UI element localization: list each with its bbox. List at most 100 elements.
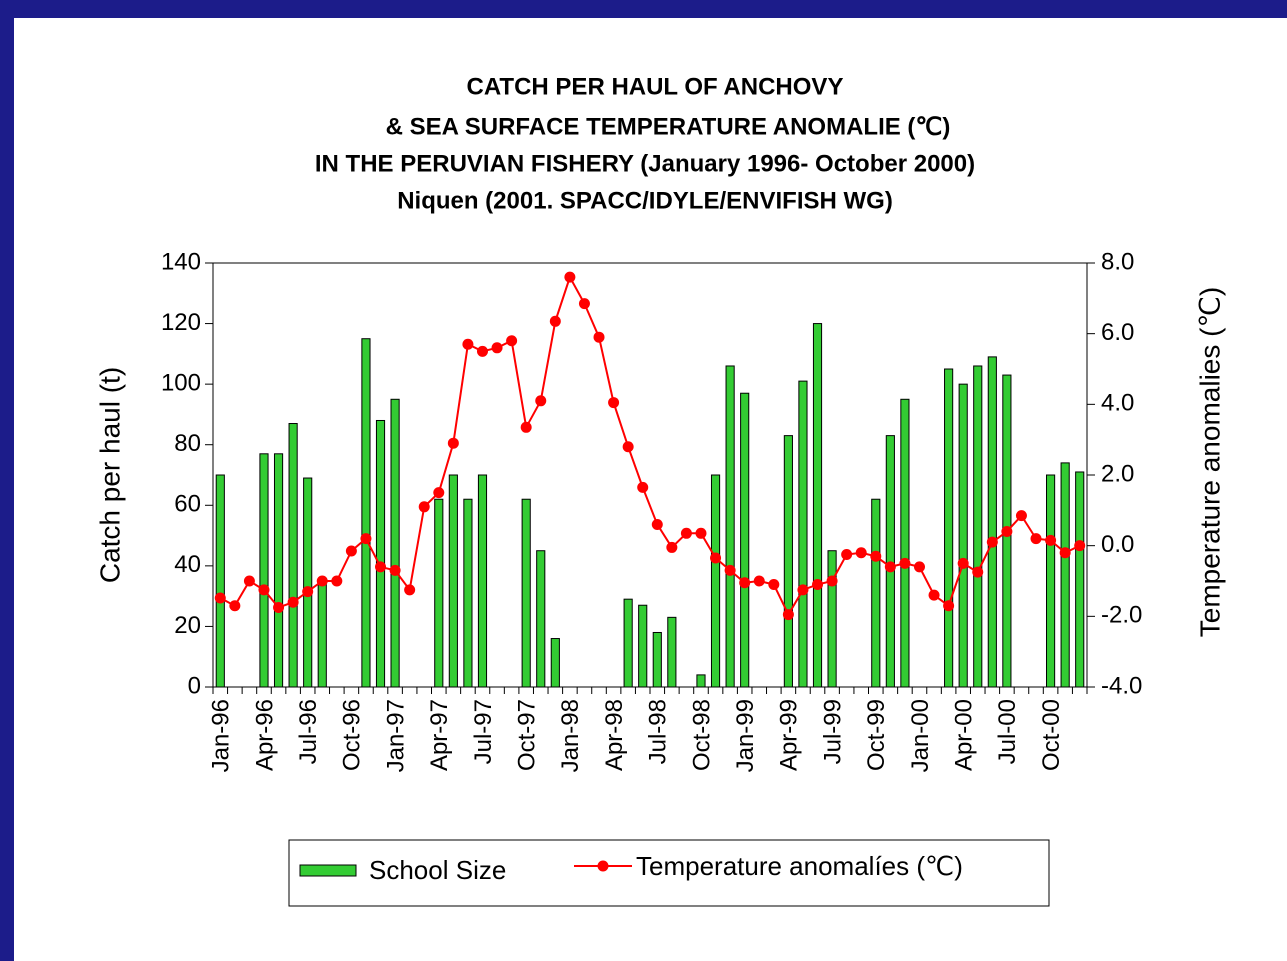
line-point bbox=[1074, 540, 1086, 552]
bar bbox=[652, 631, 662, 688]
legend-swatch bbox=[299, 864, 357, 877]
bar bbox=[1075, 471, 1085, 688]
line-point bbox=[724, 564, 736, 576]
line-point bbox=[447, 437, 459, 449]
line-point bbox=[1001, 526, 1013, 538]
x-tick-label: Oct-97 bbox=[514, 699, 541, 771]
line-point bbox=[360, 533, 372, 545]
y-tick-label: 100 bbox=[161, 369, 201, 396]
bar bbox=[463, 498, 473, 688]
legend-marker bbox=[597, 860, 609, 872]
bar bbox=[1060, 462, 1070, 688]
chart-title: Niquen (2001. SPACC/IDYLE/ENVIFISH WG) bbox=[397, 187, 893, 214]
bar bbox=[783, 435, 793, 688]
y2-tick-label: 2.0 bbox=[1101, 460, 1134, 487]
line-point bbox=[666, 541, 678, 553]
line-point bbox=[520, 421, 532, 433]
bar bbox=[390, 398, 400, 688]
x-tick-label: Oct-98 bbox=[688, 699, 715, 771]
x-tick-label: Jan-96 bbox=[208, 699, 235, 772]
x-tick-label: Jul-00 bbox=[994, 699, 1021, 764]
bar bbox=[477, 474, 488, 688]
line-point bbox=[331, 575, 343, 587]
line-point bbox=[710, 552, 722, 564]
line-point bbox=[1045, 534, 1057, 546]
bar bbox=[536, 550, 546, 688]
line-point bbox=[753, 575, 765, 587]
x-tick-label: Apr-97 bbox=[426, 699, 453, 771]
line-point bbox=[258, 584, 270, 596]
bar bbox=[375, 419, 386, 688]
line-point bbox=[797, 584, 809, 596]
bar bbox=[710, 474, 721, 688]
line-point bbox=[826, 575, 838, 587]
line-point bbox=[243, 575, 255, 587]
bar bbox=[550, 638, 560, 688]
line-point bbox=[491, 342, 503, 354]
bar bbox=[827, 550, 837, 688]
bar bbox=[521, 498, 531, 688]
x-tick-label: Jul-98 bbox=[645, 699, 672, 764]
bar bbox=[798, 380, 808, 688]
line-point bbox=[389, 564, 401, 576]
line-point bbox=[287, 596, 299, 608]
line-point bbox=[462, 338, 474, 350]
line-point bbox=[913, 561, 925, 573]
bar bbox=[900, 398, 910, 688]
line-point bbox=[214, 592, 226, 604]
bar bbox=[812, 323, 823, 688]
bar bbox=[696, 674, 706, 688]
y2-axis-label: Temperature anomalies (℃) bbox=[1194, 287, 1225, 637]
y-tick-label: 0 bbox=[188, 672, 201, 699]
legend-label: School Size bbox=[369, 855, 506, 885]
bar bbox=[434, 498, 444, 688]
line-point bbox=[957, 557, 969, 569]
x-tick-label: Jan-99 bbox=[732, 699, 759, 772]
y2-tick-label: 4.0 bbox=[1101, 390, 1134, 417]
line-point bbox=[899, 557, 911, 569]
line-point bbox=[433, 487, 445, 499]
line-point bbox=[345, 545, 357, 557]
line-point bbox=[418, 501, 430, 513]
line-point bbox=[782, 609, 794, 621]
y-tick-label: 40 bbox=[174, 551, 201, 578]
line-point bbox=[870, 550, 882, 562]
line-point bbox=[695, 527, 707, 539]
bar bbox=[448, 474, 458, 688]
bar bbox=[944, 368, 954, 688]
line-point bbox=[812, 579, 824, 591]
y-tick-label: 140 bbox=[161, 248, 201, 275]
line-point bbox=[608, 397, 620, 409]
line-point bbox=[1030, 533, 1042, 545]
line-point bbox=[622, 441, 634, 453]
legend-label: Temperature anomalíes (℃) bbox=[636, 851, 963, 881]
line-point bbox=[841, 549, 853, 560]
bar bbox=[215, 474, 225, 688]
line-point bbox=[404, 584, 416, 596]
line-point bbox=[651, 518, 663, 530]
bar bbox=[361, 338, 371, 688]
y-tick-label: 20 bbox=[174, 612, 201, 639]
line-point bbox=[855, 547, 867, 559]
y2-tick-label: 8.0 bbox=[1101, 248, 1134, 275]
line-point bbox=[972, 566, 984, 578]
line-point bbox=[506, 335, 518, 347]
line-point bbox=[928, 589, 940, 601]
bar bbox=[987, 356, 997, 688]
y-axis-label: Catch per haul (t) bbox=[94, 367, 125, 583]
bar bbox=[288, 423, 298, 688]
line-point bbox=[535, 395, 547, 407]
bar bbox=[871, 498, 881, 688]
bar bbox=[273, 453, 284, 688]
line-point bbox=[549, 315, 561, 327]
x-tick-label: Oct-00 bbox=[1038, 699, 1065, 771]
line-point bbox=[768, 579, 780, 591]
line-point bbox=[564, 271, 576, 283]
bar bbox=[638, 604, 648, 688]
line-point bbox=[229, 600, 241, 612]
line-point bbox=[302, 586, 314, 598]
bar bbox=[958, 383, 968, 688]
bar bbox=[740, 392, 750, 688]
bar bbox=[303, 477, 313, 688]
